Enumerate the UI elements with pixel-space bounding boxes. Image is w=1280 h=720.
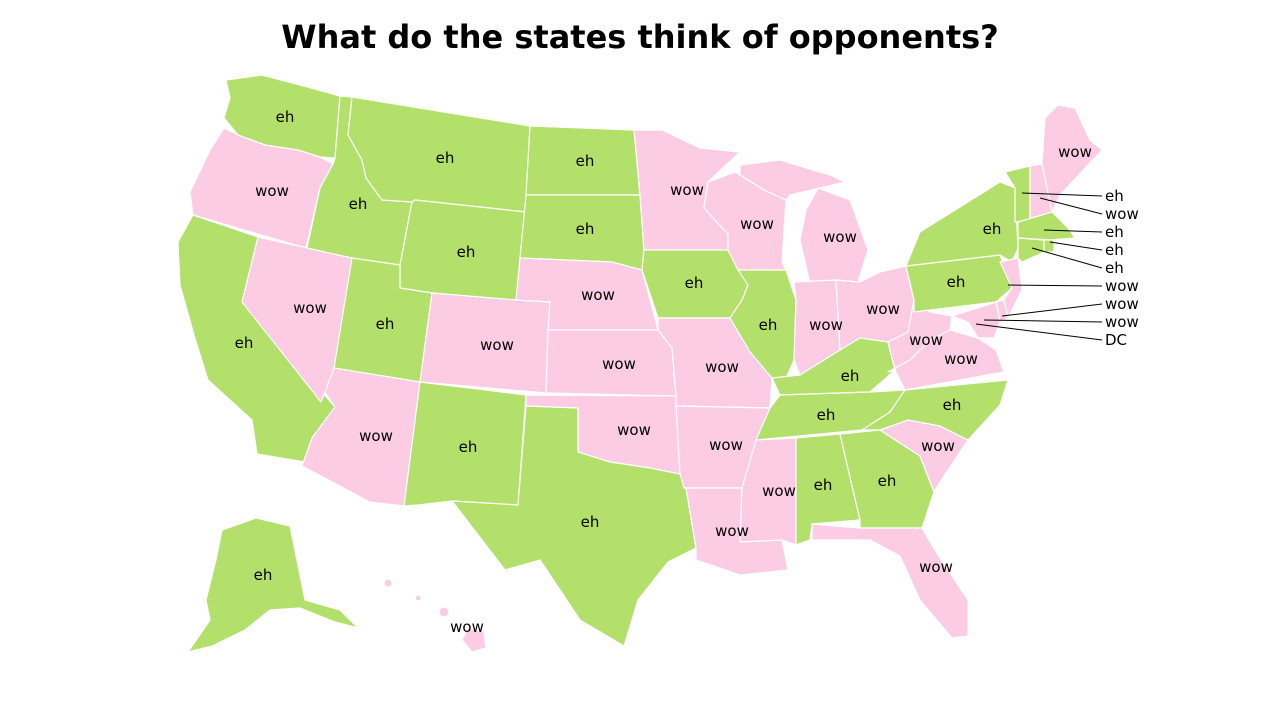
label-nd: eh (576, 152, 595, 170)
label-ms: wow (762, 482, 796, 500)
callout-label-nj: wow (1105, 277, 1139, 295)
label-ne: wow (581, 286, 615, 304)
state-ak[interactable] (187, 517, 359, 653)
callout-line-ma (1043, 229, 1103, 233)
label-nc: eh (943, 396, 962, 414)
label-mi: wow (823, 228, 857, 246)
state-ny[interactable] (905, 181, 1019, 267)
callout-line-de (1001, 303, 1103, 317)
label-ia: eh (685, 274, 704, 292)
label-ca: eh (235, 334, 254, 352)
state-hi-island (414, 594, 422, 602)
label-mn: wow (670, 181, 704, 199)
label-va: wow (944, 350, 978, 368)
states-layer (177, 74, 1103, 653)
callout-label-dc: DC (1105, 331, 1127, 349)
state-hi-island (438, 606, 450, 618)
label-fl: wow (919, 558, 953, 576)
label-pa: eh (947, 273, 966, 291)
label-nm: eh (459, 438, 478, 456)
state-tx[interactable] (451, 405, 697, 647)
callout-label-ma: eh (1105, 223, 1124, 241)
state-nc[interactable] (861, 379, 1009, 441)
callout-line-md (983, 319, 1103, 323)
label-co: wow (480, 336, 514, 354)
label-ks: wow (602, 355, 636, 373)
state-mi[interactable] (739, 159, 846, 201)
label-la: wow (715, 522, 749, 540)
label-sc: wow (921, 437, 955, 455)
state-wv[interactable] (887, 299, 953, 373)
callout-line-nh (1039, 197, 1103, 215)
label-mo: wow (705, 358, 739, 376)
label-wv: wow (909, 331, 943, 349)
label-ny: eh (983, 220, 1002, 238)
labels-layer: eh wow eh wow eh eh eh eh wow wow eh eh … (235, 108, 1092, 636)
label-tn: eh (817, 406, 836, 424)
label-id: eh (349, 195, 368, 213)
label-al: eh (814, 476, 833, 494)
callout-label-vt: eh (1105, 187, 1124, 205)
label-oh: wow (866, 300, 900, 318)
state-ct[interactable] (1017, 237, 1045, 263)
label-az: wow (359, 427, 393, 445)
state-fl[interactable] (811, 523, 969, 639)
label-or: wow (255, 182, 289, 200)
label-tx: eh (581, 513, 600, 531)
state-hi[interactable] (461, 627, 487, 653)
callout-label-ri: eh (1105, 241, 1124, 259)
label-ky: eh (841, 367, 860, 385)
label-mt: eh (436, 149, 455, 167)
label-me: wow (1058, 143, 1092, 161)
label-il: eh (759, 316, 778, 334)
callout-line-ct (1031, 247, 1103, 269)
state-ri[interactable] (1043, 239, 1055, 253)
label-in: wow (809, 316, 843, 334)
label-nv: wow (293, 299, 327, 317)
state-md[interactable] (951, 301, 1001, 339)
label-ok: wow (617, 421, 651, 439)
state-hi-island (383, 578, 393, 588)
callouts-layer: eh wow eh eh eh wow wow wow DC (975, 187, 1139, 349)
callout-label-ct: eh (1105, 259, 1124, 277)
state-me[interactable] (1041, 104, 1103, 213)
callout-line-ri (1049, 241, 1103, 251)
callout-line-dc (975, 323, 1103, 341)
label-hi: wow (450, 618, 484, 636)
callout-line-nj (1007, 284, 1103, 287)
callout-line-vt (1021, 192, 1103, 197)
label-wi: wow (740, 215, 774, 233)
label-wy: eh (457, 243, 476, 261)
callout-label-de: wow (1105, 295, 1139, 313)
label-wa: eh (276, 108, 295, 126)
label-sd: eh (576, 220, 595, 238)
label-ga: eh (878, 472, 897, 490)
label-ak: eh (254, 566, 273, 584)
callout-label-md: wow (1105, 313, 1139, 331)
callout-label-nh: wow (1105, 205, 1139, 223)
map-title: What do the states think of opponents? (281, 18, 999, 56)
label-ut: eh (376, 315, 395, 333)
label-ar: wow (709, 436, 743, 454)
